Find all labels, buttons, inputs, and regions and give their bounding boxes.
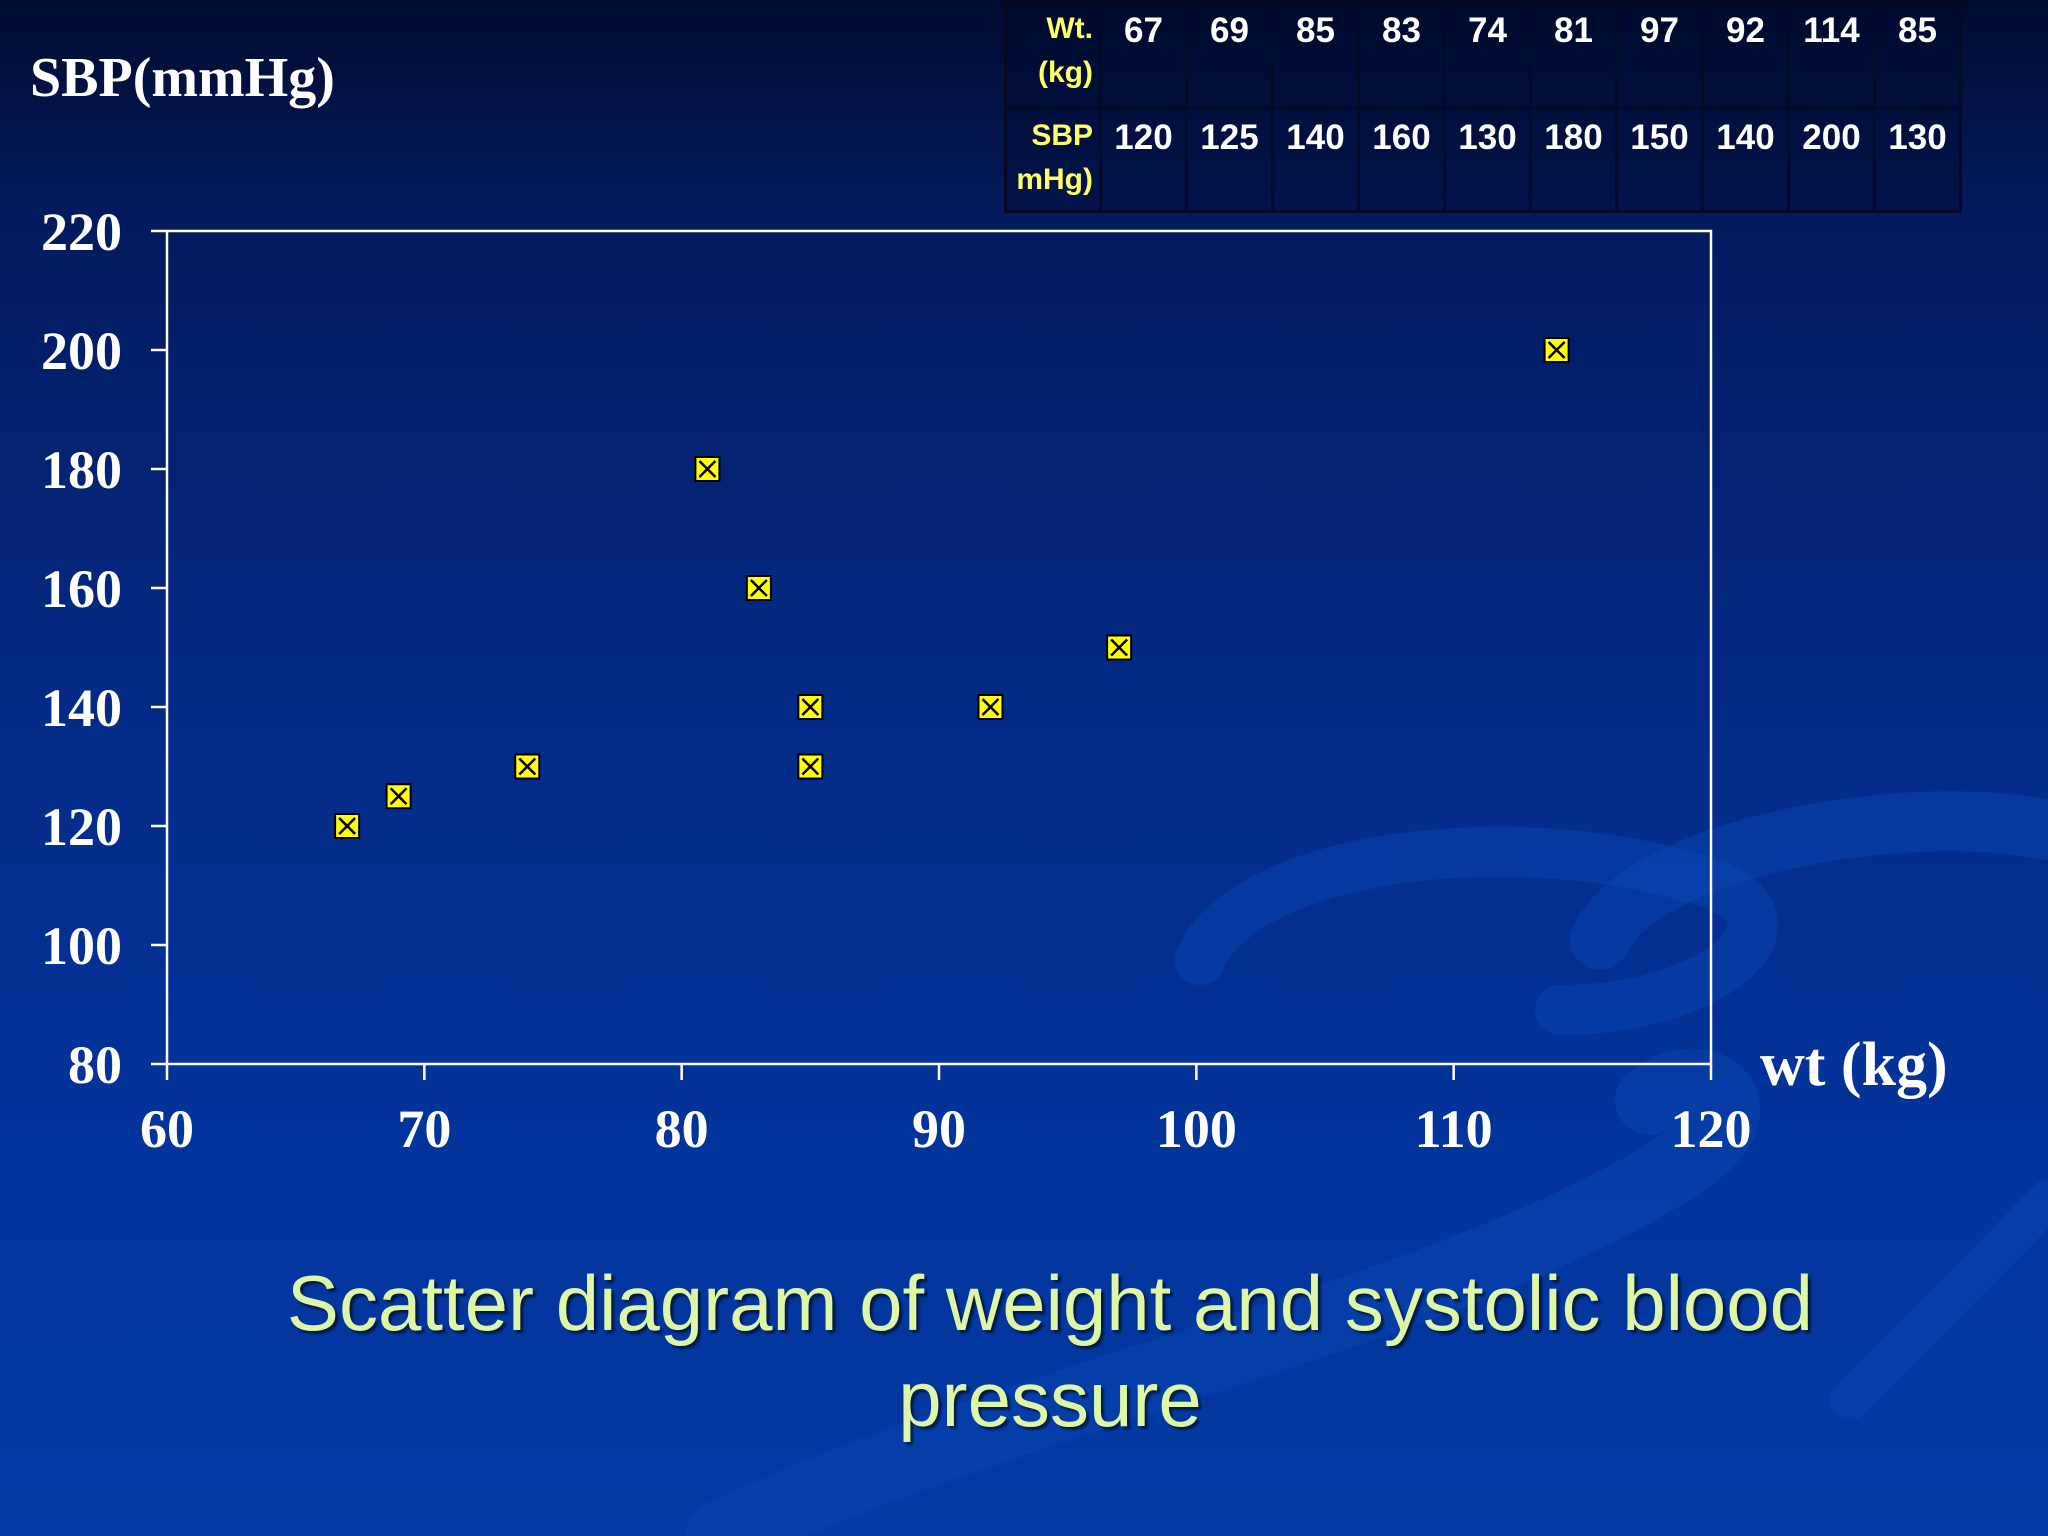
sbp-cell: 180 — [1529, 107, 1618, 213]
slide-caption: Scatter diagram of weight and systolic b… — [160, 1255, 1940, 1447]
sbp-cell: 120 — [1099, 107, 1188, 213]
y-tick-label: 140 — [41, 678, 122, 738]
data-point — [1543, 337, 1570, 363]
y-tick-label: 120 — [41, 797, 122, 857]
y-tick-label: 180 — [41, 440, 122, 500]
weight-cell: 74 — [1443, 0, 1532, 110]
y-axis-title: SBP(mmHg) — [30, 47, 335, 109]
x-tick-label: 70 — [397, 1099, 451, 1159]
data-point — [1106, 634, 1133, 661]
weight-cell: 114 — [1787, 0, 1876, 110]
data-table: Wt. (kg) 67 69 85 83 74 81 97 92 114 85 S… — [1004, 0, 1962, 213]
sbp-cell: 130 — [1873, 107, 1962, 213]
y-tick-label: 160 — [41, 559, 122, 619]
weight-cell: 67 — [1099, 0, 1188, 110]
y-tick-label: 200 — [41, 321, 122, 381]
x-tick-label: 90 — [912, 1099, 966, 1159]
data-point — [797, 753, 824, 780]
table-row-weight: Wt. (kg) 67 69 85 83 74 81 97 92 114 85 — [1004, 0, 1962, 110]
weight-cell: 83 — [1357, 0, 1446, 110]
sbp-cell: 200 — [1787, 107, 1876, 213]
data-point — [514, 753, 541, 780]
x-tick-label: 60 — [140, 1099, 194, 1159]
sbp-cell: 130 — [1443, 107, 1532, 213]
y-tick-label: 100 — [41, 916, 122, 976]
x-tick-label: 110 — [1415, 1099, 1493, 1159]
weight-cell: 69 — [1185, 0, 1274, 110]
data-point — [385, 783, 412, 810]
data-point — [797, 694, 824, 720]
sbp-cell: 140 — [1271, 107, 1360, 213]
weight-cell: 97 — [1615, 0, 1704, 110]
data-point — [977, 694, 1004, 720]
row-header-sbp: SBP mHg) — [1004, 107, 1102, 213]
y-tick-label: 80 — [68, 1035, 122, 1095]
weight-cell: 92 — [1701, 0, 1790, 110]
weight-cell: 85 — [1873, 0, 1962, 110]
plot-area-border — [165, 229, 1713, 1066]
sbp-cell: 125 — [1185, 107, 1274, 213]
sbp-cell: 160 — [1357, 107, 1446, 213]
table-row-sbp: SBP mHg) 120 125 140 160 130 180 150 140 … — [1004, 107, 1962, 213]
data-point — [334, 813, 361, 839]
y-tick-label: 220 — [41, 202, 122, 262]
weight-cell: 85 — [1271, 0, 1360, 110]
row-header-weight: Wt. (kg) — [1004, 0, 1102, 110]
x-tick-label: 100 — [1156, 1099, 1237, 1159]
weight-cell: 81 — [1529, 0, 1618, 110]
data-point — [745, 575, 772, 601]
x-tick-label: 80 — [655, 1099, 709, 1159]
x-axis-title: wt (kg) — [1760, 1031, 1948, 1099]
caption-line-1: Scatter diagram of weight and systolic b… — [286, 1259, 1814, 1347]
caption-line-2: pressure — [898, 1355, 1202, 1443]
x-tick-label: 120 — [1671, 1099, 1752, 1159]
sbp-cell: 140 — [1701, 107, 1790, 213]
data-point — [694, 456, 721, 482]
sbp-cell: 150 — [1615, 107, 1704, 213]
